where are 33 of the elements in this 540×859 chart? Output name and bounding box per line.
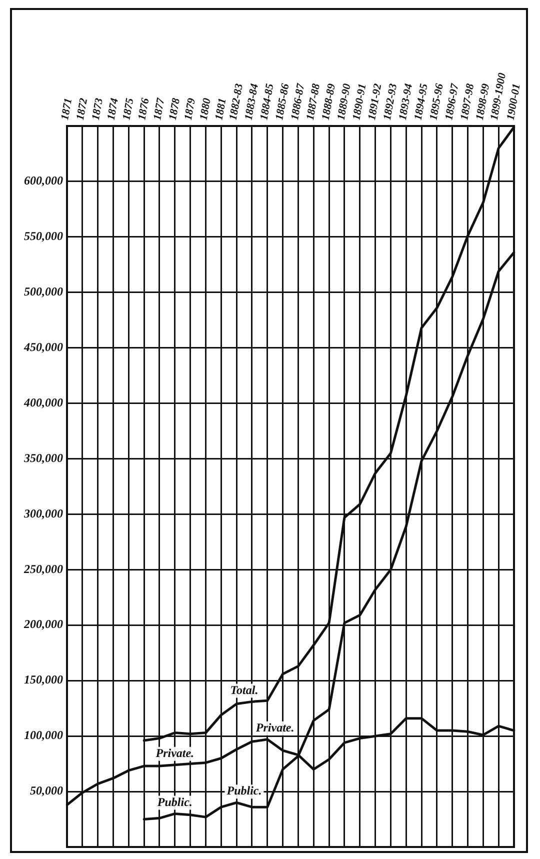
series-label: Private.	[256, 720, 294, 734]
x-tick-label: 1881	[213, 97, 229, 122]
y-tick-label: 50,000	[30, 784, 63, 798]
series-label: Total.	[230, 682, 258, 697]
y-tick-label: 100,000	[24, 728, 63, 742]
x-tick-label: 1877	[152, 96, 168, 122]
y-tick-label: 200,000	[23, 617, 63, 632]
x-tick-label: 1872	[74, 96, 90, 122]
x-tick-label: 1897-98	[458, 82, 477, 122]
x-tick-label: 1871	[59, 97, 75, 122]
x-tick-label: 1896-97	[443, 82, 462, 122]
y-tick-label: 400,000	[23, 395, 63, 410]
x-tick-label: 1879	[182, 96, 198, 122]
x-tick-label: 1876	[136, 96, 152, 122]
annotation: Private.	[156, 746, 194, 760]
x-tick-label: 1875	[120, 96, 136, 122]
y-tick-label: 250,000	[23, 562, 63, 576]
y-tick-label: 450,000	[23, 340, 63, 354]
series-label: Public.	[226, 784, 262, 798]
y-tick-label: 300,000	[23, 506, 63, 520]
x-tick-label: 1884-85	[258, 82, 276, 122]
y-tick-label: 500,000	[24, 284, 63, 298]
x-tick-label: 1878	[166, 96, 183, 122]
x-tick-label: 1873	[90, 96, 106, 122]
x-tick-label: 1874	[105, 96, 121, 122]
y-tick-label: 550,000	[24, 229, 63, 244]
y-tick-label: 600,000	[24, 174, 63, 188]
y-tick-label: 150,000	[24, 672, 63, 687]
annotation: Public.	[157, 794, 192, 809]
x-tick-label: 1880	[198, 96, 214, 122]
x-tick-label: 1890-91	[350, 82, 369, 122]
x-tick-label: 1900-01	[504, 82, 523, 122]
y-tick-label: 350,000	[23, 450, 63, 465]
